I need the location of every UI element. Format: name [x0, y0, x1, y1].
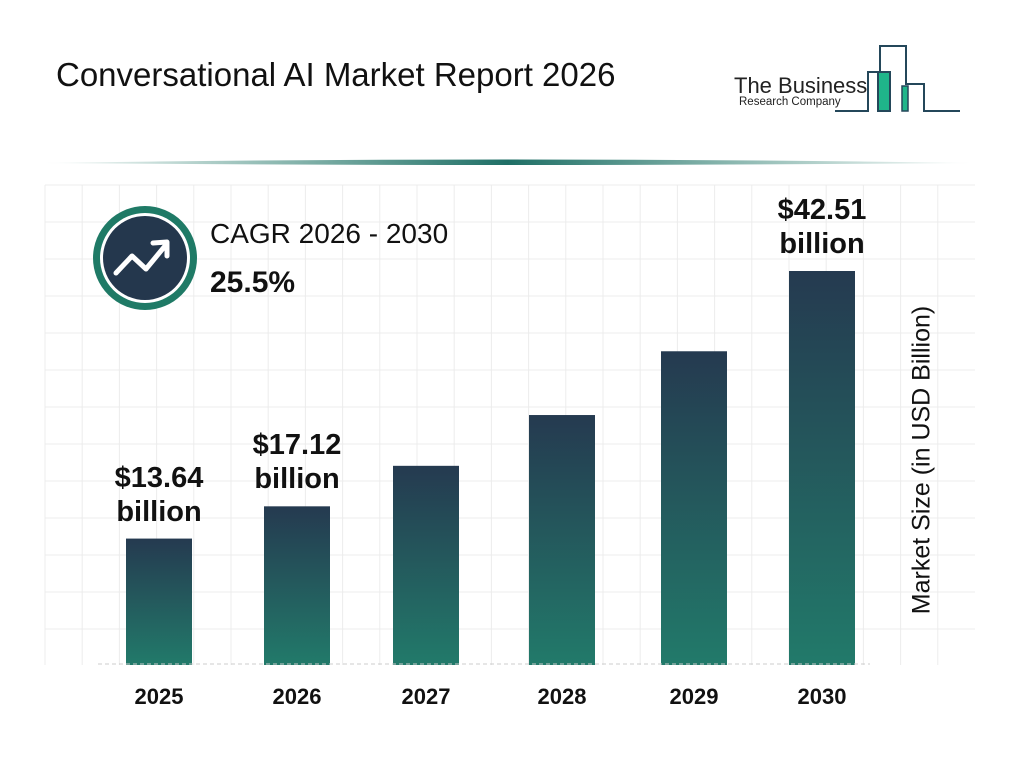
data-label: $13.64 billion	[79, 461, 239, 529]
bar-2028	[529, 415, 595, 665]
data-label-value: $17.12	[252, 429, 342, 462]
data-label-value: $13.64	[114, 461, 204, 494]
header-divider	[40, 159, 975, 165]
x-tick-label: 2026	[272, 684, 322, 709]
logo-text: The Business	[734, 73, 868, 98]
bar-2030	[789, 271, 855, 665]
logo-icon	[835, 45, 960, 112]
x-tick-label: 2030	[797, 684, 847, 709]
x-tick-label: 2028	[537, 684, 587, 709]
data-label: $17.12 billion	[217, 428, 377, 496]
bar-2026	[264, 506, 330, 665]
bar-2025	[126, 538, 192, 665]
logo-subtext: Research Company	[739, 96, 841, 108]
y-axis-label: Market Size (in USD Billion)	[907, 305, 936, 615]
data-label-value: $42.51	[777, 194, 867, 226]
cagr-value: 25.5%	[210, 266, 296, 299]
bar-2027	[393, 465, 459, 665]
data-label-unit: billion	[779, 228, 865, 260]
data-label-unit: billion	[116, 495, 202, 528]
cagr-label: CAGR 2026 - 2030	[210, 218, 449, 249]
data-label: $42.51 billion	[742, 193, 902, 261]
x-tick-label: 2025	[134, 684, 184, 709]
x-tick-label: 2027	[401, 684, 451, 709]
data-label-unit: billion	[254, 463, 340, 496]
x-tick-label: 2029	[669, 684, 719, 709]
trending-up-icon	[93, 206, 197, 310]
bar-2029	[661, 351, 727, 665]
page-title: Conversational AI Market Report 2026	[56, 56, 616, 93]
